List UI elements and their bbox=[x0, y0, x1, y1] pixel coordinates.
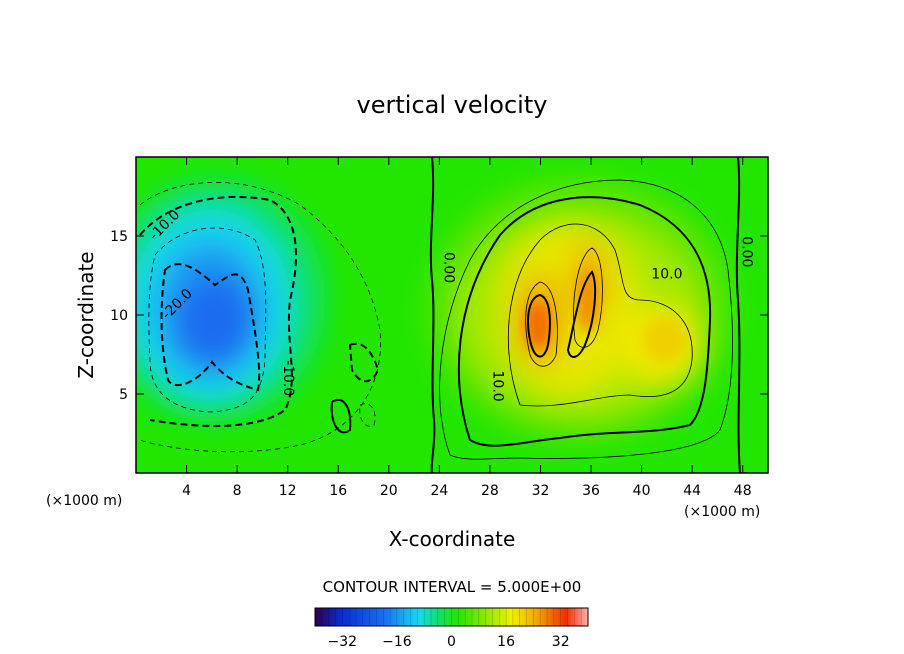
colorbar-stripes bbox=[314, 608, 589, 626]
colorbar: −32 −16 0 16 32 bbox=[314, 607, 589, 650]
x-unit-right: (×1000 m) bbox=[684, 504, 760, 520]
x-axis-label: X-coordinate bbox=[389, 527, 516, 551]
contour-neg-5b bbox=[359, 403, 376, 427]
colorbar-ticks: −32 −16 0 16 32 bbox=[328, 634, 570, 650]
contour-pos-15 bbox=[507, 223, 693, 407]
contour-zero-b bbox=[735, 157, 741, 473]
contour-label: -10.0 bbox=[280, 360, 296, 396]
contour-pos-20 bbox=[525, 281, 558, 367]
contour-label: 0.00 bbox=[440, 252, 456, 283]
contour-zero-c bbox=[330, 398, 352, 434]
x-tick-label: 20 bbox=[380, 483, 398, 499]
y-axis-label: Z-coordinate bbox=[74, 251, 98, 378]
x-tick-label: 48 bbox=[734, 483, 752, 499]
colorbar-tick-label: 16 bbox=[497, 634, 515, 650]
x-tick-label: 40 bbox=[633, 483, 651, 499]
x-tick-label: 4 bbox=[182, 483, 191, 499]
x-tick-label: 16 bbox=[329, 483, 347, 499]
colorbar-tick-label: −16 bbox=[382, 634, 412, 650]
contour-neg-10 bbox=[139, 195, 297, 427]
x-tick-label: 36 bbox=[582, 483, 600, 499]
colorbar-tick-label: 32 bbox=[552, 634, 570, 650]
contour-pos-5 bbox=[439, 179, 733, 460]
x-tick-label: 44 bbox=[683, 483, 701, 499]
contour-interval-caption: CONTOUR INTERVAL = 5.000E+00 bbox=[323, 578, 582, 596]
x-tick-label: 24 bbox=[430, 483, 448, 499]
contour-neg-20 bbox=[160, 263, 261, 392]
contour-neg-5 bbox=[139, 182, 382, 453]
x-tick-label: 12 bbox=[279, 483, 297, 499]
chart-title: vertical velocity bbox=[357, 91, 548, 119]
contour-label: 0.00 bbox=[739, 236, 755, 267]
contour-pos-10 bbox=[457, 196, 712, 447]
downdraft-region bbox=[136, 180, 325, 420]
y-tick-label: 5 bbox=[119, 387, 128, 403]
y-tick-label: 15 bbox=[110, 229, 128, 245]
contour-neg-10b bbox=[348, 342, 380, 383]
colorbar-tick-label: −32 bbox=[328, 634, 358, 650]
x-unit-left: (×1000 m) bbox=[46, 493, 122, 509]
contour-neg-15 bbox=[148, 227, 267, 413]
contour-pos-25b bbox=[566, 270, 597, 358]
contour-label: 10.0 bbox=[490, 371, 506, 402]
contour-pos-25 bbox=[527, 293, 551, 358]
x-axis: 4 8 12 16 20 24 28 32 36 40 44 48 bbox=[182, 157, 752, 499]
contour-label: 10.0 bbox=[651, 267, 682, 283]
y-tick-label: 10 bbox=[110, 308, 128, 324]
contour-pos-20b bbox=[573, 247, 603, 348]
contour-lines bbox=[139, 157, 741, 473]
x-tick-label: 28 bbox=[481, 483, 499, 499]
x-tick-label: 32 bbox=[532, 483, 550, 499]
heatmap-field bbox=[136, 157, 768, 473]
x-tick-label: 8 bbox=[233, 483, 242, 499]
y-axis: 5 10 15 bbox=[110, 229, 768, 403]
contour-zero-a bbox=[429, 157, 436, 473]
colorbar-tick-label: 0 bbox=[447, 634, 456, 650]
